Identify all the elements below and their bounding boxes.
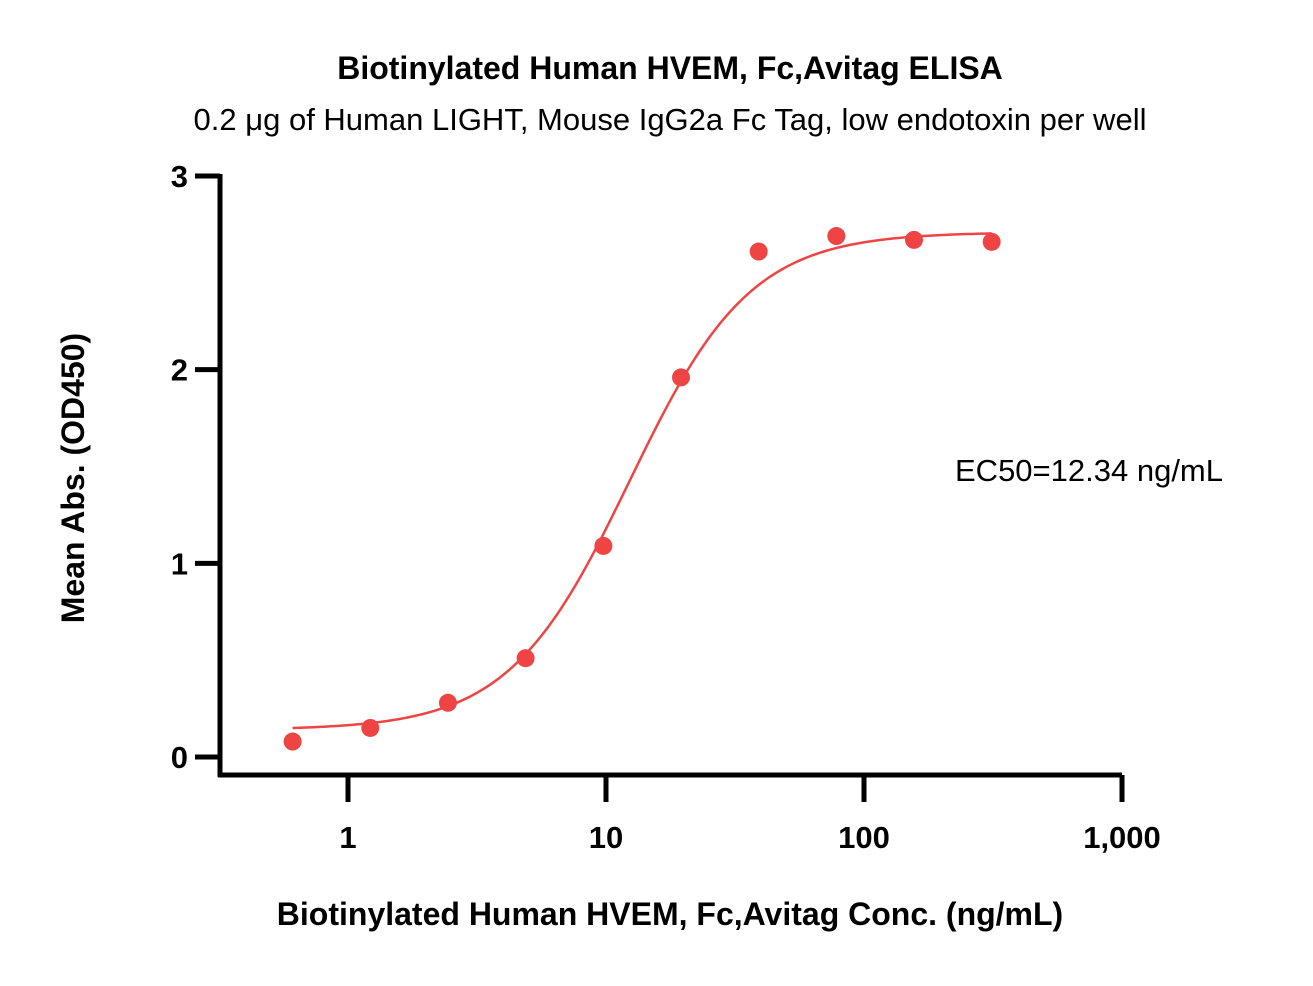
y-tick-label: 0	[171, 740, 188, 775]
y-tick-label: 3	[171, 159, 188, 194]
x-tick-label: 1	[339, 820, 356, 855]
data-point	[516, 649, 535, 668]
chart-title: Biotinylated Human HVEM, Fc,Avitag ELISA	[337, 50, 1003, 86]
data-point	[905, 230, 924, 249]
fit-curve	[292, 232, 992, 730]
y-tick-label: 1	[171, 546, 188, 581]
axes: 0 1 2 3 1 10 100 1,000	[171, 159, 1161, 855]
data-point	[438, 693, 457, 712]
data-point	[361, 718, 380, 737]
y-axis-label: Mean Abs. (OD450)	[55, 333, 91, 623]
fit-curve-layer	[292, 232, 992, 730]
x-tick-label: 1,000	[1083, 820, 1161, 855]
data-point	[672, 368, 691, 387]
ec50-annotation: EC50=12.34 ng/mL	[955, 453, 1223, 488]
data-point	[283, 732, 302, 751]
data-point	[749, 242, 768, 261]
data-points-layer	[283, 227, 1001, 751]
x-tick-label: 100	[838, 820, 890, 855]
data-point	[594, 536, 613, 555]
chart-subtitle: 0.2 μg of Human LIGHT, Mouse IgG2a Fc Ta…	[194, 102, 1147, 137]
data-point	[827, 227, 846, 246]
data-point	[982, 232, 1001, 251]
y-tick-label: 2	[171, 353, 188, 388]
x-axis-label: Biotinylated Human HVEM, Fc,Avitag Conc.…	[277, 896, 1063, 932]
x-tick-label: 10	[589, 820, 623, 855]
